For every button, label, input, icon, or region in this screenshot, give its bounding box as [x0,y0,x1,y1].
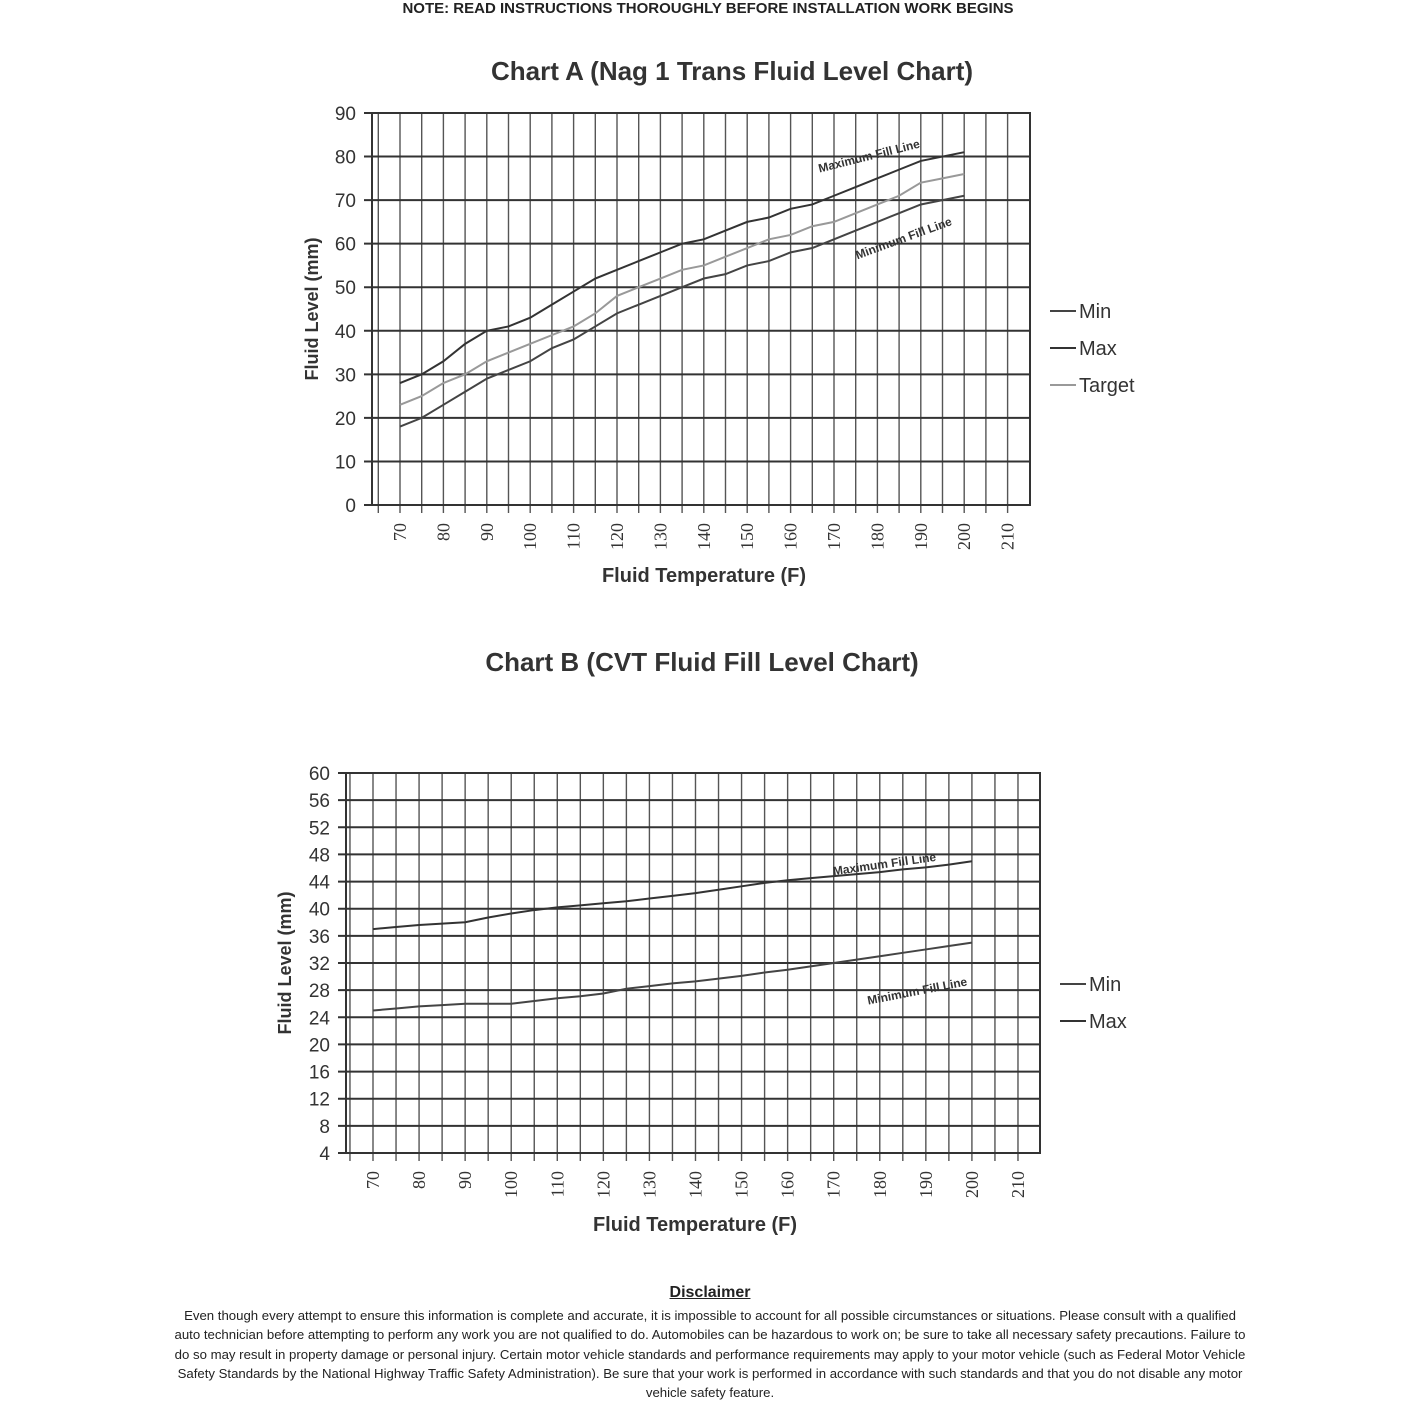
legend-label: Min [1089,974,1121,996]
series-line-min [372,941,973,1012]
disclaimer-text: Even though every attempt to ensure this… [174,1308,1246,1401]
y-tick-label: 36 [309,927,330,948]
x-tick-label: 150 [732,1171,752,1198]
y-tick-label: 44 [309,873,331,894]
x-tick-label: 110 [547,1171,567,1197]
x-tick-label: 70 [363,1171,383,1189]
y-tick-label: 28 [309,981,330,1002]
x-tick-label: 80 [409,1171,429,1189]
series-line-max [399,151,965,384]
x-tick-label: 90 [455,1171,475,1189]
y-tick-label: 60 [309,764,330,785]
x-tick-label: 150 [737,523,757,550]
x-tick-label: 80 [433,523,453,541]
x-tick-label: 140 [694,523,714,550]
y-tick-label: 4 [319,1144,330,1165]
y-tick-label: 90 [335,104,356,125]
x-tick-label: 100 [520,523,540,550]
x-tick-label: 170 [824,1171,844,1198]
x-axis-label: Fluid Temperature (F) [593,1214,797,1236]
chart-title: Chart A (Nag 1 Trans Fluid Level Chart) [491,56,973,86]
x-tick-label: 70 [390,523,410,541]
plot-area [371,112,1031,506]
line-annotation: Minimum Fill Line [854,214,954,262]
x-tick-label: 130 [650,523,670,550]
y-tick-label: 12 [309,1090,330,1111]
x-tick-label: 210 [1008,1171,1028,1198]
y-tick-label: 70 [335,191,356,212]
x-tick-label: 180 [870,1171,890,1198]
y-tick-label: 8 [319,1117,330,1138]
y-tick-label: 52 [309,818,330,839]
x-tick-label: 90 [477,523,497,541]
x-tick-label: 140 [685,1171,705,1198]
y-tick-label: 24 [309,1008,331,1029]
x-tick-label: 160 [778,1171,798,1198]
legend-label: Max [1079,338,1117,360]
y-axis-label: Fluid Level (mm) [302,237,322,380]
installation-note: NOTE: READ INSTRUCTIONS THOROUGHLY BEFOR… [402,0,1014,17]
y-tick-label: 0 [345,496,356,517]
series-line-max [372,860,973,931]
y-axis-label: Fluid Level (mm) [275,891,295,1034]
legend-label: Max [1089,1011,1127,1033]
y-tick-label: 32 [309,954,330,975]
y-tick-label: 16 [309,1063,330,1084]
disclaimer-title: Disclaimer [669,1284,751,1301]
x-tick-label: 120 [593,1171,613,1198]
x-tick-label: 190 [911,523,931,550]
y-tick-label: 60 [335,235,356,256]
y-tick-label: 20 [309,1035,330,1056]
y-tick-label: 20 [335,409,356,430]
y-tick-label: 40 [309,900,330,921]
series-line-target [399,172,965,406]
y-tick-label: 50 [335,278,356,299]
x-tick-label: 120 [607,523,627,550]
x-tick-label: 160 [781,523,801,550]
y-tick-label: 80 [335,148,356,169]
x-tick-label: 200 [954,523,974,550]
x-tick-label: 210 [998,523,1018,550]
y-tick-label: 56 [309,791,330,812]
y-tick-label: 30 [335,365,356,386]
y-tick-label: 48 [309,845,330,866]
y-tick-label: 10 [335,452,356,473]
series-line-min [399,194,965,428]
x-tick-label: 170 [824,523,844,550]
x-tick-label: 110 [564,523,584,549]
y-tick-label: 40 [335,322,356,343]
chart-title: Chart B (CVT Fluid Fill Level Chart) [485,647,918,677]
line-annotation: Minimum Fill Line [866,974,968,1007]
legend-label: Min [1079,301,1111,323]
x-tick-label: 180 [867,523,887,550]
x-tick-label: 130 [639,1171,659,1198]
x-tick-label: 100 [501,1171,521,1198]
legend-label: Target [1079,375,1135,397]
x-tick-label: 190 [916,1171,936,1198]
x-axis-label: Fluid Temperature (F) [602,565,806,587]
x-tick-label: 200 [962,1171,982,1198]
